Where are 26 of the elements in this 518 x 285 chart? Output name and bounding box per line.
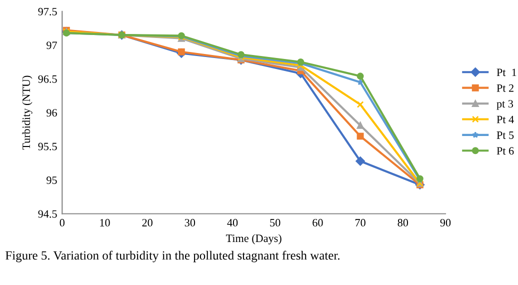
y-tick-label: 96 [46, 109, 57, 117]
x-tick-label: 70 [355, 218, 366, 226]
y-axis-title: Turbidity (NTU) [22, 76, 32, 150]
y-tick-label: 95.5 [38, 142, 57, 150]
x-tick-label: 40 [227, 218, 238, 226]
x-tick-label: 30 [184, 218, 196, 226]
legend-label: pt 3 [496, 100, 514, 110]
legend-label: Pt 1 [496, 68, 516, 76]
legend-label: Pt 2 [496, 84, 514, 92]
legend-label: Pt 5 [496, 132, 514, 139]
legend-label: Pt 6 [496, 147, 514, 155]
y-tick-label: 96.5 [38, 75, 57, 83]
x-tick-label: 60 [312, 218, 323, 226]
y-tick-label: 94.5 [38, 210, 57, 218]
x-tick-label: 90 [440, 218, 451, 226]
x-tick-label: 50 [270, 218, 280, 226]
x-axis-title: Time (Days) [226, 234, 282, 244]
legend-label: Pt 4 [496, 116, 514, 124]
x-tick-label: 80 [398, 218, 408, 226]
x-tick-label: 10 [100, 218, 110, 226]
x-tick-label: 0 [60, 218, 65, 226]
caption: Figure 5. Variation of turbidity in the polluted stagnant fresh water. [6, 250, 340, 262]
y-tick-label: 97.5 [38, 8, 57, 16]
y-tick-label: 95 [46, 176, 57, 184]
x-tick-label: 20 [142, 218, 152, 226]
y-tick-label: 97 [46, 42, 57, 50]
